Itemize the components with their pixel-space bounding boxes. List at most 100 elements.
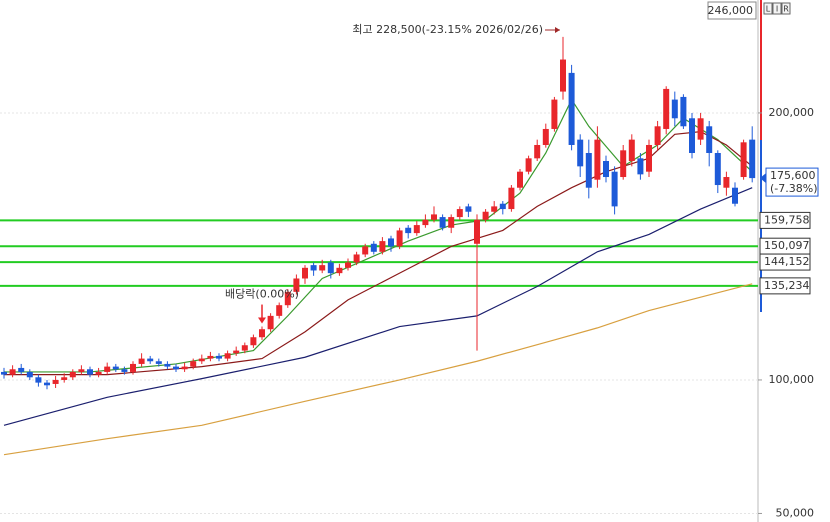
high-annotation: 최고 228,500(-23.15% 2026/02/26) <box>352 23 543 36</box>
moving-average <box>4 131 753 376</box>
candle <box>35 374 42 387</box>
candle <box>362 243 369 258</box>
candle-body <box>577 139 584 167</box>
candle <box>577 134 584 178</box>
candle-body <box>534 144 541 159</box>
candle <box>396 227 403 250</box>
candle <box>568 64 575 151</box>
candle-body <box>216 355 222 359</box>
candle-body <box>259 329 265 338</box>
axis-button[interactable] <box>772 2 782 15</box>
axis-button-label[interactable]: I <box>776 5 778 14</box>
candle <box>284 289 291 308</box>
candle <box>465 203 472 218</box>
candle <box>585 139 592 199</box>
candle-body <box>233 350 240 354</box>
candle-body <box>112 366 119 370</box>
candle-body <box>499 203 506 210</box>
candle <box>1 367 7 379</box>
candle <box>147 355 154 364</box>
candle <box>405 225 412 239</box>
candle <box>508 185 515 212</box>
candle <box>310 262 317 276</box>
candle <box>689 112 695 159</box>
candle-body <box>491 206 498 212</box>
candle <box>370 241 377 255</box>
candle <box>319 259 326 274</box>
candle-body <box>164 363 171 367</box>
max-label: 246,000 <box>708 4 754 17</box>
candle <box>482 209 489 223</box>
candle-body <box>155 361 162 364</box>
candle-body <box>439 217 446 228</box>
last-price-label: 175,600 <box>770 169 816 182</box>
candle-body <box>276 305 283 316</box>
candle <box>164 361 171 370</box>
candle <box>345 258 351 271</box>
candle <box>241 342 248 354</box>
axis-button-label[interactable]: R <box>783 5 789 14</box>
candle <box>224 350 231 362</box>
candle <box>448 214 455 234</box>
candle-body <box>603 161 609 178</box>
candle <box>52 375 59 388</box>
level-label: 144,152 <box>764 255 810 268</box>
axis-button[interactable] <box>763 2 773 15</box>
candle-body <box>671 99 678 119</box>
candle-body <box>138 358 145 364</box>
level-label-box <box>759 211 811 229</box>
candle-body <box>224 353 231 359</box>
candle-body <box>568 72 575 145</box>
candle <box>413 221 420 236</box>
candle-body <box>654 126 661 145</box>
candle-body <box>517 171 523 188</box>
candle-body <box>663 88 670 129</box>
candle <box>259 326 265 340</box>
candle-body <box>302 267 308 279</box>
candle-body <box>362 246 369 255</box>
candle-body <box>585 152 592 188</box>
candle-body <box>319 265 326 271</box>
y-axis: 50,000 100,000 200,000 159,758 150,097 144,15… <box>707 1 819 519</box>
candle-body <box>69 371 76 378</box>
candle-body <box>396 230 403 247</box>
candle <box>233 346 240 356</box>
level-label: 159,758 <box>764 213 810 226</box>
candle <box>250 334 257 348</box>
candle <box>276 302 283 319</box>
axis-button-label[interactable]: L <box>766 5 771 14</box>
candle <box>620 144 627 180</box>
candle <box>749 126 756 183</box>
candle <box>560 36 566 100</box>
y-tick-label: 50,000 <box>776 506 815 519</box>
candle <box>525 155 532 175</box>
candle <box>431 206 437 223</box>
candle-body <box>250 337 257 346</box>
candle <box>534 139 541 162</box>
candle-body <box>190 361 197 367</box>
candle-body <box>9 369 16 375</box>
candle-body <box>646 144 652 172</box>
candle-body <box>52 379 59 384</box>
candle-body <box>448 217 455 228</box>
dividend-arrowhead <box>258 317 266 324</box>
candle <box>207 351 214 362</box>
candle-body <box>241 345 248 351</box>
candle-body <box>104 366 111 372</box>
candle <box>697 112 704 145</box>
candle-body <box>336 267 343 274</box>
candle-body <box>370 243 377 252</box>
candle-body <box>345 262 351 268</box>
candle <box>336 263 343 276</box>
high-arrowhead <box>555 27 560 33</box>
axis-button[interactable] <box>781 2 791 15</box>
candle-body <box>749 139 756 179</box>
candle-body <box>87 369 93 375</box>
candle-body <box>130 363 136 372</box>
candle-body <box>431 214 437 220</box>
candle-body <box>508 187 515 210</box>
candle-body <box>198 358 205 362</box>
candle <box>267 313 274 332</box>
candle <box>69 369 76 380</box>
